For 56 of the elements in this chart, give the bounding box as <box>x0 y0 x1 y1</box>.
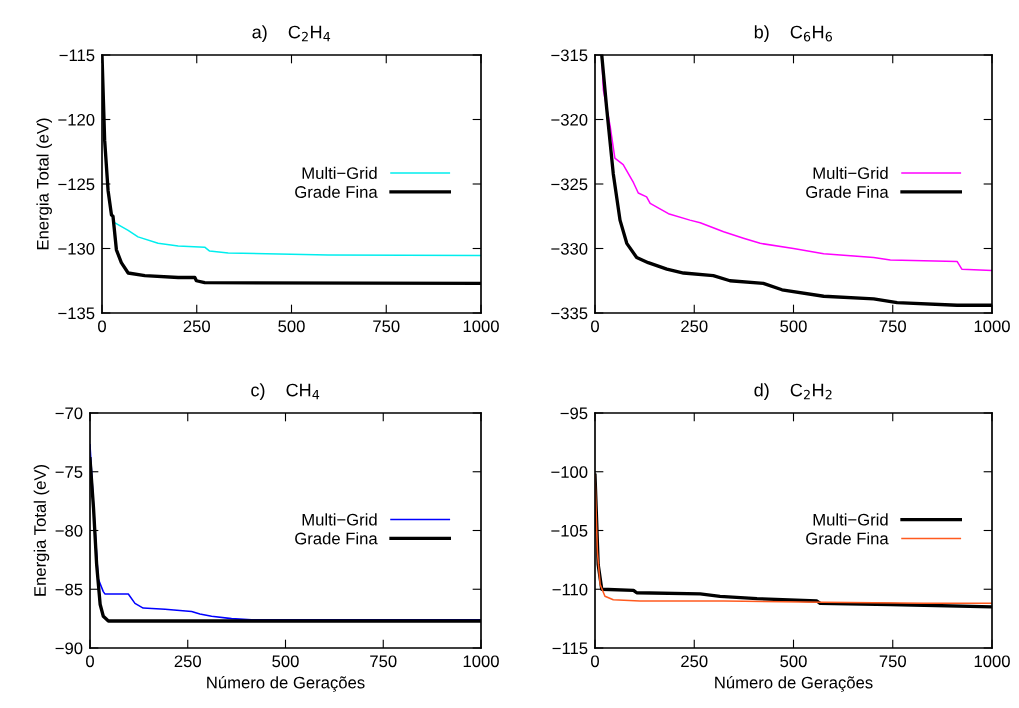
y-tick-label: −115 <box>552 642 588 655</box>
x-tick-label: 500 <box>272 655 299 668</box>
x-tick-label: 500 <box>278 320 305 333</box>
y-tick-label: −125 <box>58 178 95 191</box>
y-tick-label: −135 <box>58 307 95 320</box>
x-tick-label: 250 <box>183 320 210 333</box>
x-tick-label: 0 <box>98 320 106 333</box>
x-tick-label: 750 <box>879 655 906 668</box>
x-tick-label: 750 <box>370 655 397 668</box>
y-tick-label: −120 <box>58 113 95 126</box>
y-tick-label: −320 <box>551 113 588 126</box>
x-tick-label: 750 <box>879 320 906 333</box>
y-tick-label: −85 <box>55 583 83 596</box>
chart-title: b) C$_{6}$H$_{6}$ <box>754 25 833 42</box>
x-tick-label: 500 <box>780 655 807 668</box>
y-tick-label: −95 <box>560 407 588 420</box>
chart-title: a) C$_{2}$H$_{4}$ <box>252 25 331 42</box>
legend-label: Grade Fina <box>806 532 889 545</box>
y-tick-label: −110 <box>552 583 588 596</box>
y-tick-label: −325 <box>551 178 588 191</box>
y-tick-label: −70 <box>55 407 83 420</box>
x-tick-label: 1000 <box>974 655 1010 668</box>
y-tick-label: −130 <box>58 242 95 255</box>
x-tick-label: 750 <box>373 320 400 333</box>
chart-title: d) C$_{2}$H$_{2}$ <box>754 383 832 400</box>
legend-label: Grade Fina <box>295 532 378 545</box>
x-tick-label: 0 <box>591 655 599 668</box>
y-tick-label: −335 <box>551 307 588 320</box>
y-axis-title: Energia Total (eV) <box>36 118 52 250</box>
x-axis-title: Número de Gerações <box>715 676 873 692</box>
legend-label: Multi−Grid <box>302 513 377 526</box>
y-tick-label: −105 <box>551 524 588 537</box>
legend-label: Multi−Grid <box>302 166 377 180</box>
x-tick-label: 500 <box>780 320 807 333</box>
y-tick-label: −115 <box>59 49 95 62</box>
legend-label: Multi−Grid <box>813 513 888 526</box>
x-axis-title: Número de Gerações <box>207 676 365 692</box>
x-tick-label: 0 <box>591 320 599 333</box>
y-axis-title: Energia Total (eV) <box>33 464 50 596</box>
y-tick-label: −315 <box>551 49 588 62</box>
x-tick-label: 250 <box>681 320 708 333</box>
x-tick-label: 1000 <box>974 320 1010 333</box>
y-tick-label: −80 <box>55 524 83 537</box>
chart-title: c) CH$_{4}$ <box>251 383 320 400</box>
legend-label: Multi−Grid <box>813 166 888 180</box>
y-tick-label: −90 <box>55 642 83 655</box>
y-tick-label: −75 <box>55 466 83 478</box>
x-tick-label: 1000 <box>463 320 499 333</box>
y-tick-label: −100 <box>551 466 588 478</box>
legend-label: Grade Fina <box>806 185 889 198</box>
x-tick-label: 1000 <box>463 655 499 668</box>
y-tick-label: −330 <box>551 242 588 255</box>
x-tick-label: 250 <box>174 655 201 668</box>
x-tick-label: 0 <box>86 655 94 668</box>
x-tick-label: 250 <box>681 655 708 668</box>
legend-label: Grade Fina <box>295 185 378 198</box>
